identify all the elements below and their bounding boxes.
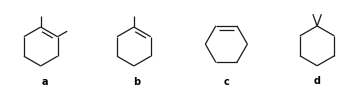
Text: b: b <box>133 77 140 86</box>
Text: d: d <box>313 76 321 86</box>
Text: c: c <box>223 77 229 86</box>
Text: a: a <box>42 77 48 86</box>
